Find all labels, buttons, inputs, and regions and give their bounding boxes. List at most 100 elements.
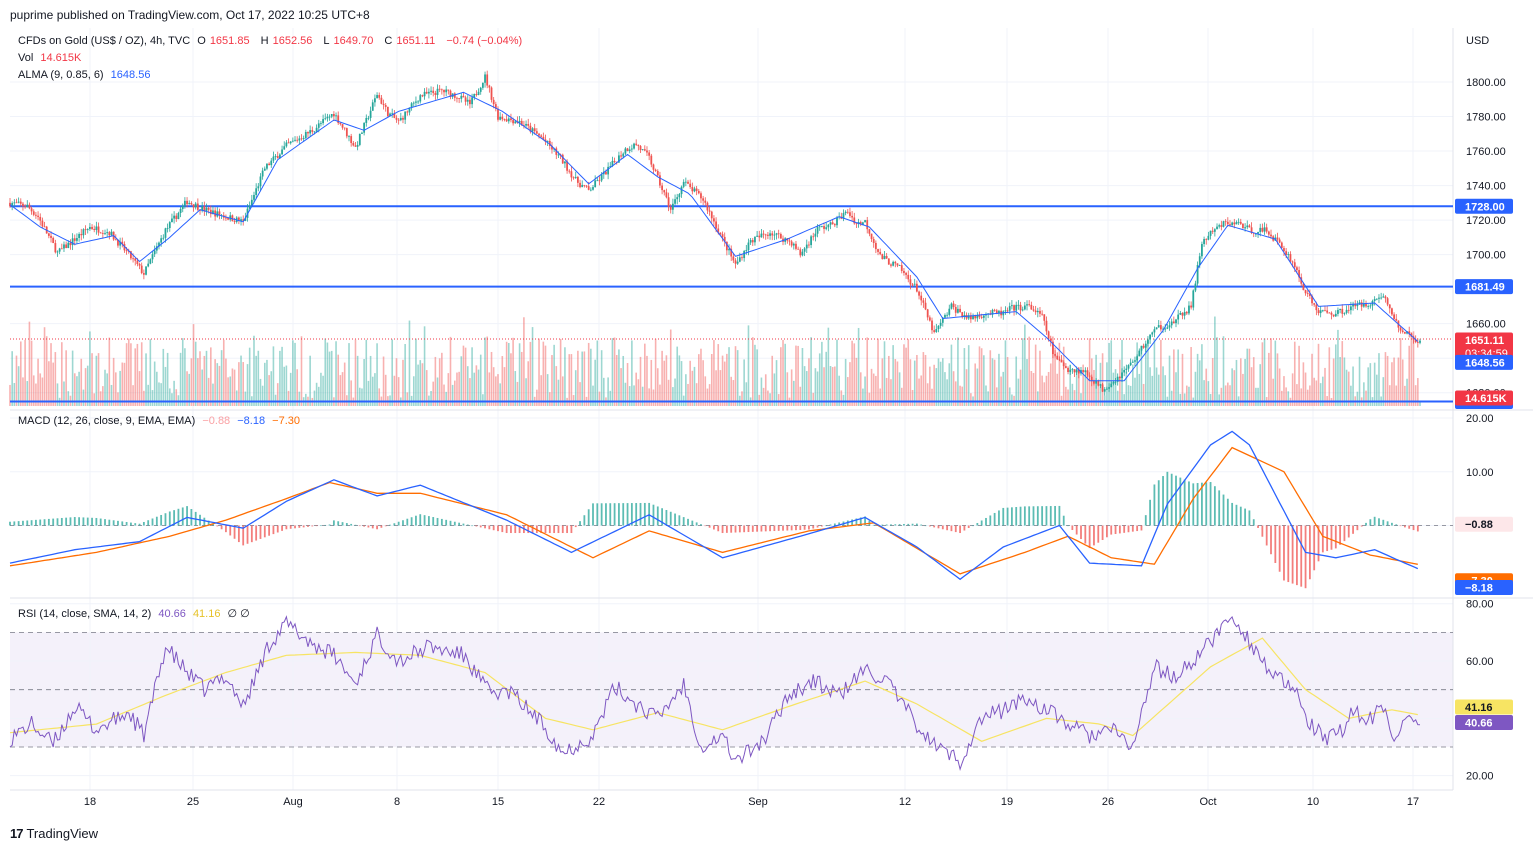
candle-body (581, 184, 584, 188)
volume-bar (1194, 371, 1197, 406)
volume-bar (898, 372, 901, 406)
macd-histogram-bar (488, 525, 491, 530)
macd-histogram-bar (799, 525, 802, 531)
volume-bar (544, 345, 547, 406)
macd-histogram-bar (1304, 525, 1307, 589)
macd-histogram-bar (332, 520, 335, 526)
macd-histogram-bar (592, 503, 594, 526)
volume-bar (1071, 383, 1074, 406)
macd-histogram-bar (717, 525, 720, 532)
candle-body (1239, 221, 1242, 224)
volume-bar (1030, 370, 1033, 406)
volume-bar (78, 371, 80, 406)
candle-body (1123, 369, 1126, 373)
volume-bar (1006, 357, 1009, 406)
candle-body (136, 260, 139, 265)
macd-histogram-bar (574, 525, 577, 528)
macd-histogram-bar (445, 519, 448, 526)
candle-body (948, 308, 951, 315)
volume-bar (1272, 378, 1274, 406)
macd-histogram-bar (1088, 525, 1091, 549)
candle-body (745, 250, 748, 252)
alma-label[interactable]: ALMA (9, 0.85, 6) (18, 69, 104, 81)
candle-body (91, 226, 93, 229)
volume-bar (1417, 378, 1419, 406)
candle-body (1302, 283, 1305, 291)
macd-label[interactable]: MACD (12, 26, close, 9, EMA, EMA) (18, 415, 196, 427)
symbol-label[interactable]: CFDs on Gold (US$ / OZ), 4h, TVC (18, 35, 191, 47)
volume-bar (430, 390, 432, 406)
volume-bar (1399, 338, 1402, 406)
macd-histogram-bar (1071, 525, 1074, 531)
candle-body (697, 190, 700, 194)
volume-bar (685, 374, 687, 406)
candle-body (1278, 239, 1281, 243)
volume-bar (423, 326, 426, 406)
volume-bar (13, 382, 16, 406)
macd-histogram-bar (65, 517, 68, 526)
candle-body (415, 101, 417, 103)
tradingview-logo-icon[interactable]: 17 (10, 825, 24, 841)
volume-bar (985, 385, 987, 406)
candle-body (1062, 362, 1065, 367)
macd-histogram-bar (112, 520, 115, 526)
publish-info: puprime published on TradingView.com, Oc… (10, 8, 370, 22)
volume-bar (322, 375, 324, 406)
volume-bar (849, 362, 851, 406)
candle-body (283, 146, 286, 150)
volume-bar (888, 355, 890, 406)
candle-body (1017, 304, 1020, 306)
candle-body (374, 98, 376, 103)
volume-bar (855, 357, 858, 406)
candle-body (903, 270, 905, 273)
candle-body (445, 89, 448, 93)
candle-body (9, 202, 11, 207)
chart-canvas[interactable]: 1800.001780.001760.001740.001720.001700.… (0, 28, 1533, 820)
volume-bar (952, 371, 955, 406)
macd-line (9, 430, 1419, 581)
volume-bar (674, 378, 676, 406)
volume-bar (523, 317, 525, 406)
volume-bar (1037, 391, 1039, 406)
candle-body (1222, 221, 1225, 227)
volume-bar (11, 351, 13, 406)
candle-body (244, 217, 247, 221)
candle-body (1224, 221, 1227, 223)
brand-name[interactable]: TradingView (26, 825, 99, 841)
volume-bar (341, 372, 344, 406)
level-badge (1455, 279, 1513, 295)
candle-body (393, 113, 396, 118)
candle-body (384, 105, 387, 107)
macd-histogram-bar (60, 517, 63, 526)
volume-bar (771, 355, 774, 406)
macd-histogram-bar (911, 523, 914, 526)
candle-body (1416, 342, 1419, 343)
macd-histogram-bar (548, 525, 551, 534)
volume-bar (1384, 352, 1387, 406)
volume-bar (1261, 342, 1264, 406)
candle-body (991, 309, 994, 315)
candle-body (138, 264, 141, 266)
candle-body (1008, 306, 1011, 311)
macd-histogram-bar (1408, 525, 1411, 529)
macd-histogram-bar (1330, 525, 1333, 550)
candle-body (257, 186, 260, 189)
macd-histogram-bar (281, 525, 283, 531)
candle-body (449, 90, 452, 97)
candle-body (175, 215, 178, 220)
volume-bar (577, 350, 579, 406)
price-tick-label: 1780.00 (1466, 112, 1506, 124)
candle-body (779, 234, 782, 239)
rsi-label[interactable]: RSI (14, close, SMA, 14, 2) (18, 608, 152, 620)
time-tick-label: 12 (899, 796, 911, 808)
candle-body (330, 114, 333, 117)
volume-label[interactable]: Vol (18, 52, 34, 64)
volume-bar (933, 364, 935, 406)
macd-histogram-bar (99, 518, 102, 526)
volume-bar (726, 353, 728, 406)
candle-body (715, 221, 717, 229)
volume-bar (1160, 339, 1162, 406)
volume-bar (821, 341, 823, 406)
candle-body (706, 202, 709, 211)
volume-bar (719, 370, 722, 406)
